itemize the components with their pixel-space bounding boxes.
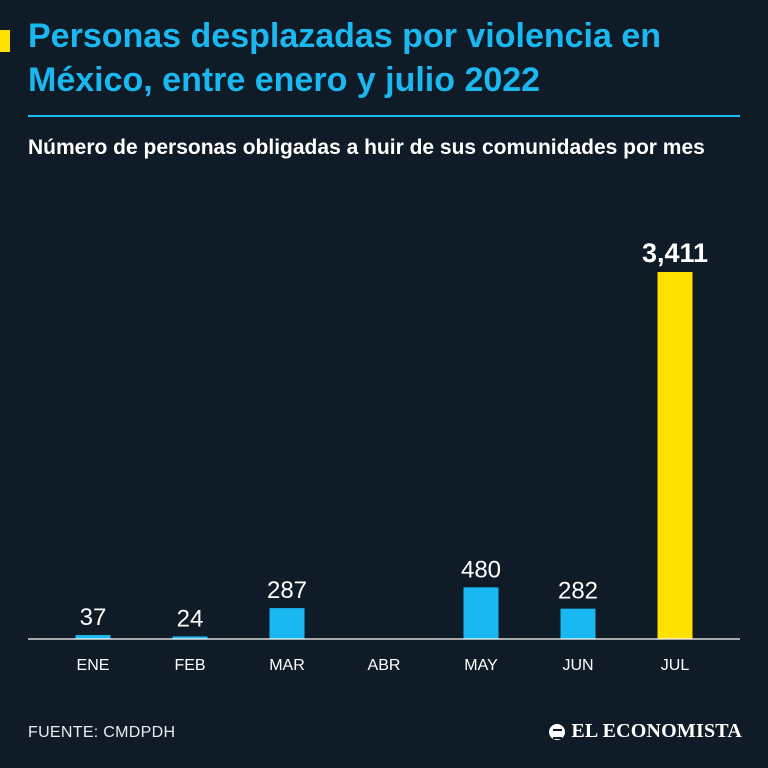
data-label-jul: 3,411	[642, 238, 708, 268]
data-label-may: 480	[461, 556, 501, 583]
bar-ene	[75, 635, 111, 639]
x-tick-label-abr: ABR	[368, 657, 401, 674]
x-tick-label-jul: JUL	[661, 657, 690, 674]
logo-icon	[549, 723, 566, 740]
accent-bar	[0, 30, 10, 52]
x-tick-label-jun: JUN	[562, 657, 593, 674]
title-divider	[28, 115, 740, 117]
data-label-feb: 24	[177, 605, 204, 632]
chart-subtitle: Número de personas obligadas a huir de s…	[28, 136, 705, 159]
chart-title: Personas desplazadas por violencia en Mé…	[28, 17, 662, 99]
bar-jun	[560, 608, 596, 639]
x-tick-label-ene: ENE	[77, 657, 110, 674]
publisher-logo: EL ECONOMISTA	[549, 720, 742, 743]
x-tick-label-may: MAY	[464, 657, 498, 674]
bar-feb	[172, 636, 208, 639]
bar-jul	[657, 272, 693, 639]
bar-mar	[269, 608, 305, 639]
data-label-jun: 282	[558, 578, 598, 605]
source-note: FUENTE: CMDPDH	[28, 724, 176, 741]
bar-may	[463, 587, 499, 639]
data-label-ene: 37	[80, 604, 107, 631]
x-tick-label-feb: FEB	[174, 657, 205, 674]
x-tick-label-mar: MAR	[269, 657, 305, 674]
data-label-mar: 287	[267, 577, 307, 604]
publisher-name: EL ECONOMISTA	[571, 720, 742, 742]
